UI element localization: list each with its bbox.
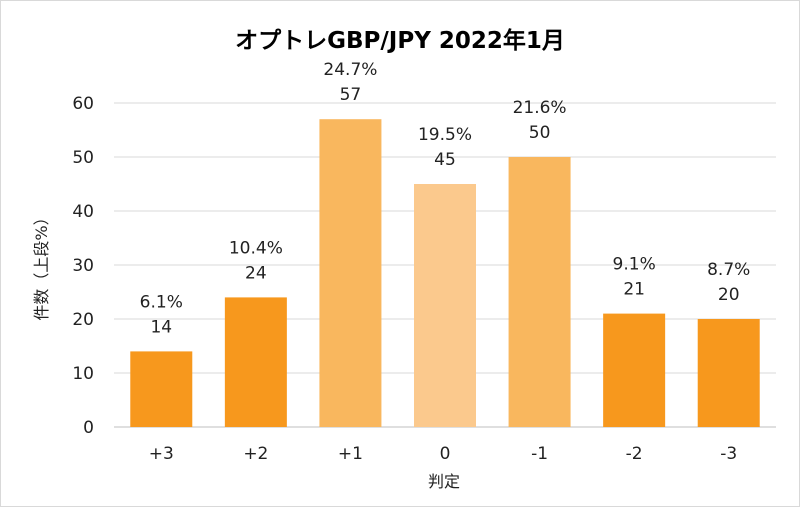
chart-title: オプトレGBP/JPY 2022年1月 — [235, 28, 565, 54]
x-tick-label: -2 — [626, 444, 643, 464]
bar-value-label: 50 — [529, 123, 551, 143]
x-tick-label: +1 — [338, 444, 363, 464]
y-tick-label: 60 — [72, 94, 94, 114]
bar-value-label: 21 — [623, 280, 645, 300]
bar — [224, 297, 287, 427]
bar-percent-label: 6.1% — [140, 292, 183, 312]
bar — [603, 313, 666, 427]
bar-percent-label: 9.1% — [613, 255, 656, 275]
bar-percent-label: 10.4% — [229, 238, 283, 258]
x-tick-label: -1 — [531, 444, 548, 464]
bar-value-label: 14 — [150, 317, 172, 337]
x-axis-title: 判定 — [428, 472, 460, 491]
bar-value-label: 57 — [340, 85, 362, 105]
data-labels: 14 6.1% 24 10.4% 57 24.7% 45 19.5% 50 21.6% 21 9.1%… — [140, 60, 751, 337]
y-tick-label: 10 — [72, 364, 94, 384]
y-tick-label: 40 — [72, 202, 94, 222]
bar-percent-label: 21.6% — [513, 98, 567, 118]
bar-percent-label: 19.5% — [418, 125, 472, 145]
y-axis-title: 件数（上段%） — [32, 209, 51, 320]
bar — [697, 319, 760, 427]
axis-ticks: 0 10 20 30 40 50 60 +3 +2 +1 0 -1 -2 -3 — [72, 94, 737, 464]
bar — [319, 119, 382, 427]
bar-value-label: 45 — [434, 150, 456, 170]
x-tick-label: 0 — [440, 444, 451, 464]
bar — [130, 351, 193, 427]
bar-value-label: 24 — [245, 263, 267, 283]
bar — [508, 157, 571, 427]
x-tick-label: +2 — [243, 444, 268, 464]
y-tick-label: 0 — [83, 418, 94, 438]
bar — [414, 184, 476, 427]
bars — [130, 119, 760, 427]
x-tick-label: +3 — [149, 444, 174, 464]
y-tick-label: 20 — [72, 310, 94, 330]
bar-percent-label: 8.7% — [707, 260, 750, 280]
bar-percent-label: 24.7% — [323, 60, 377, 80]
x-tick-label: -3 — [720, 444, 737, 464]
y-tick-label: 50 — [72, 148, 94, 168]
bar-value-label: 20 — [718, 285, 740, 305]
y-tick-label: 30 — [72, 256, 94, 276]
